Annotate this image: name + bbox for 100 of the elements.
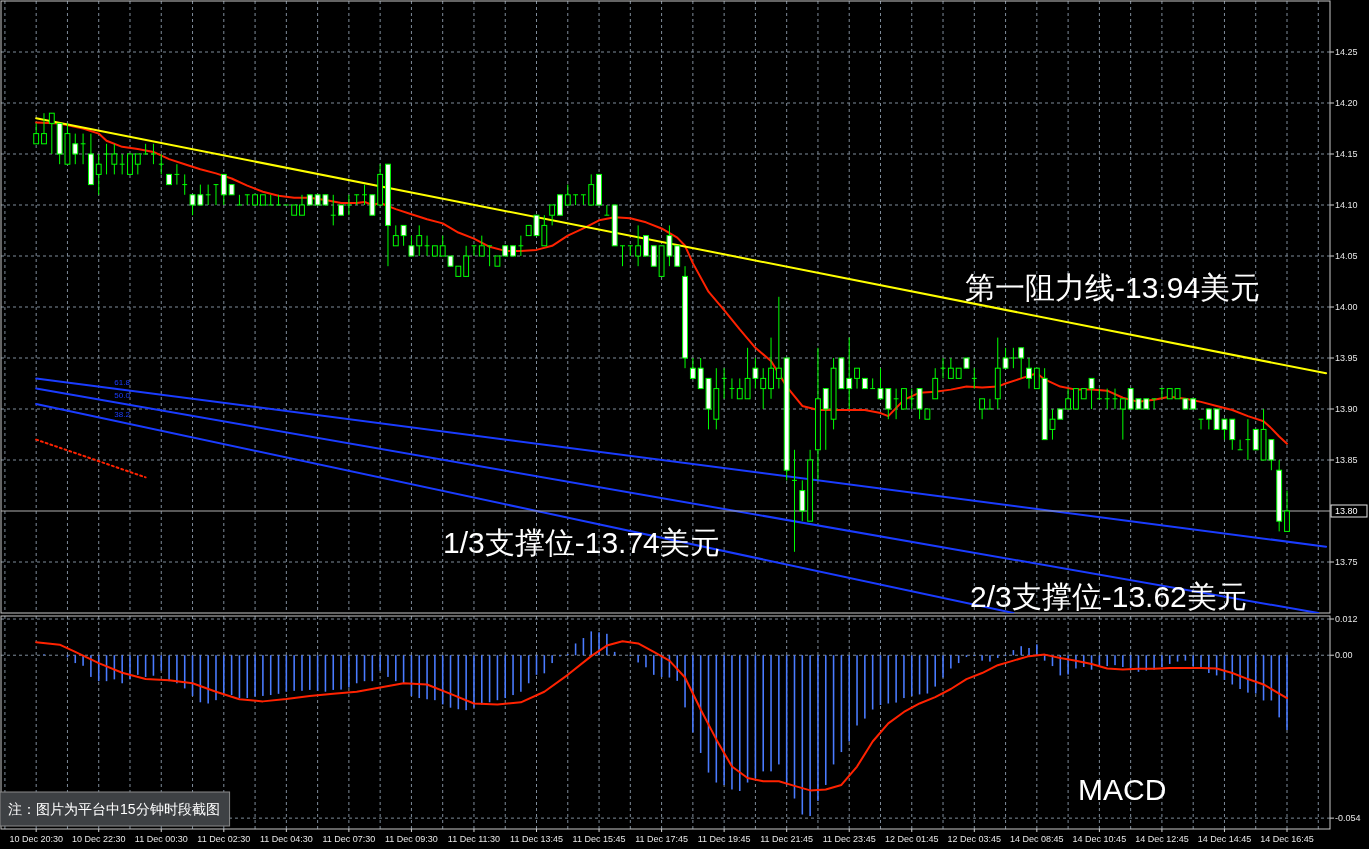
x-tick-label: 11 Dec 17:45 [635, 834, 689, 844]
candlestick [181, 173, 188, 196]
candlestick [822, 388, 829, 451]
candlestick [1119, 398, 1126, 441]
candlestick [854, 367, 860, 390]
candlestick [1018, 347, 1025, 379]
annotation: 第一阻力线-13.94美元 [965, 271, 1261, 304]
annotation: 注：图片为平台中15分钟时段截图 [8, 801, 220, 817]
candlestick [95, 153, 102, 196]
candlestick [158, 153, 165, 175]
candlestick [627, 245, 634, 257]
candlestick [478, 235, 485, 257]
candlestick [760, 367, 767, 410]
x-tick-label: 10 Dec 20:30 [9, 834, 63, 844]
y-tick-label: -0.054 [1335, 813, 1361, 824]
candlestick [1033, 367, 1040, 390]
candlestick [205, 184, 212, 206]
candlestick [580, 194, 587, 206]
candlestick [588, 173, 595, 206]
candlestick [48, 112, 55, 155]
y-tick-label: 0.00 [1335, 650, 1353, 661]
candlestick [517, 235, 524, 257]
series-label: 38.2 [114, 409, 131, 419]
x-tick-label: 14 Dec 14:45 [1197, 834, 1252, 844]
candlestick [220, 173, 227, 206]
candlestick [932, 367, 939, 400]
candlestick [643, 235, 649, 257]
candlestick [345, 194, 352, 216]
candlestick [244, 194, 251, 206]
candlestick [353, 194, 360, 206]
candlestick [111, 143, 118, 175]
x-tick-label: 11 Dec 00:30 [134, 834, 188, 844]
candlestick [330, 194, 337, 226]
y-tick-label: 13.95 [1335, 353, 1358, 363]
candlestick [799, 479, 806, 522]
candlestick [486, 245, 493, 267]
y-tick-label: 13.90 [1335, 404, 1358, 414]
candlestick [674, 245, 681, 267]
candlestick [572, 194, 579, 206]
candlestick [1096, 388, 1103, 400]
candlestick [127, 153, 133, 175]
x-tick-label: 14 Dec 10:45 [1072, 834, 1127, 844]
line-series [35, 121, 1288, 445]
x-tick-label: 11 Dec 19:45 [697, 834, 751, 844]
candlestick [1026, 357, 1032, 390]
y-tick-label: 14.20 [1335, 98, 1358, 108]
candlestick [236, 194, 243, 206]
x-tick-label: 11 Dec 07:30 [322, 834, 376, 844]
series-label: 50.0 [114, 391, 131, 401]
x-tick-label: 11 Dec 21:45 [760, 834, 814, 844]
candlestick [299, 194, 305, 216]
x-tick-label: 11 Dec 09:30 [384, 834, 438, 844]
candlestick [150, 143, 157, 165]
candlestick [400, 224, 407, 247]
candlestick [1151, 398, 1158, 410]
y-tick-label: 14.15 [1335, 149, 1358, 159]
candlestick [41, 112, 47, 145]
candlestick [650, 245, 657, 267]
candlestick [557, 194, 563, 216]
candlestick [971, 367, 978, 390]
candlestick [947, 357, 954, 379]
candlestick [791, 449, 798, 553]
candlestick [267, 194, 274, 206]
candlestick [549, 204, 556, 226]
annotation: MACD [1078, 773, 1167, 806]
candlestick [134, 153, 141, 175]
candlestick [846, 337, 853, 410]
candlestick [721, 367, 728, 400]
x-tick-label: 11 Dec 13:45 [510, 834, 563, 844]
candlestick [901, 388, 907, 410]
candlestick [893, 388, 900, 420]
y-tick-label: 14.10 [1335, 200, 1358, 210]
candlestick [1065, 388, 1072, 410]
candlestick [80, 133, 87, 165]
x-tick-label: 10 Dec 22:30 [71, 834, 126, 844]
y-tick-label: 14.05 [1335, 251, 1358, 261]
candlestick [1237, 439, 1244, 451]
candlestick [564, 184, 571, 206]
candlestick [1159, 388, 1165, 400]
candlestick [103, 143, 110, 175]
candlestick [173, 163, 180, 186]
candlestick [361, 184, 368, 206]
candlestick [416, 224, 423, 257]
candlestick [1010, 347, 1017, 369]
candlestick [987, 398, 993, 410]
x-tick-label: 11 Dec 02:30 [197, 834, 251, 844]
x-tick-label: 11 Dec 15:45 [572, 834, 626, 844]
candlestick [408, 235, 415, 257]
ref-line-label: 13.80 [1335, 506, 1358, 516]
y-tick-label: 14.00 [1335, 302, 1358, 312]
y-tick-label: 14.25 [1335, 47, 1358, 57]
x-tick-label: 14 Dec 12:45 [1135, 834, 1189, 844]
candlestick [736, 377, 743, 400]
x-tick-label: 12 Dec 01:45 [884, 834, 939, 844]
x-tick-label: 11 Dec 11:30 [447, 834, 501, 844]
candlestick [689, 357, 696, 379]
x-tick-label: 11 Dec 23:45 [822, 834, 876, 844]
candlestick [463, 245, 470, 277]
candlestick [1244, 418, 1251, 461]
candlestick [33, 122, 40, 145]
